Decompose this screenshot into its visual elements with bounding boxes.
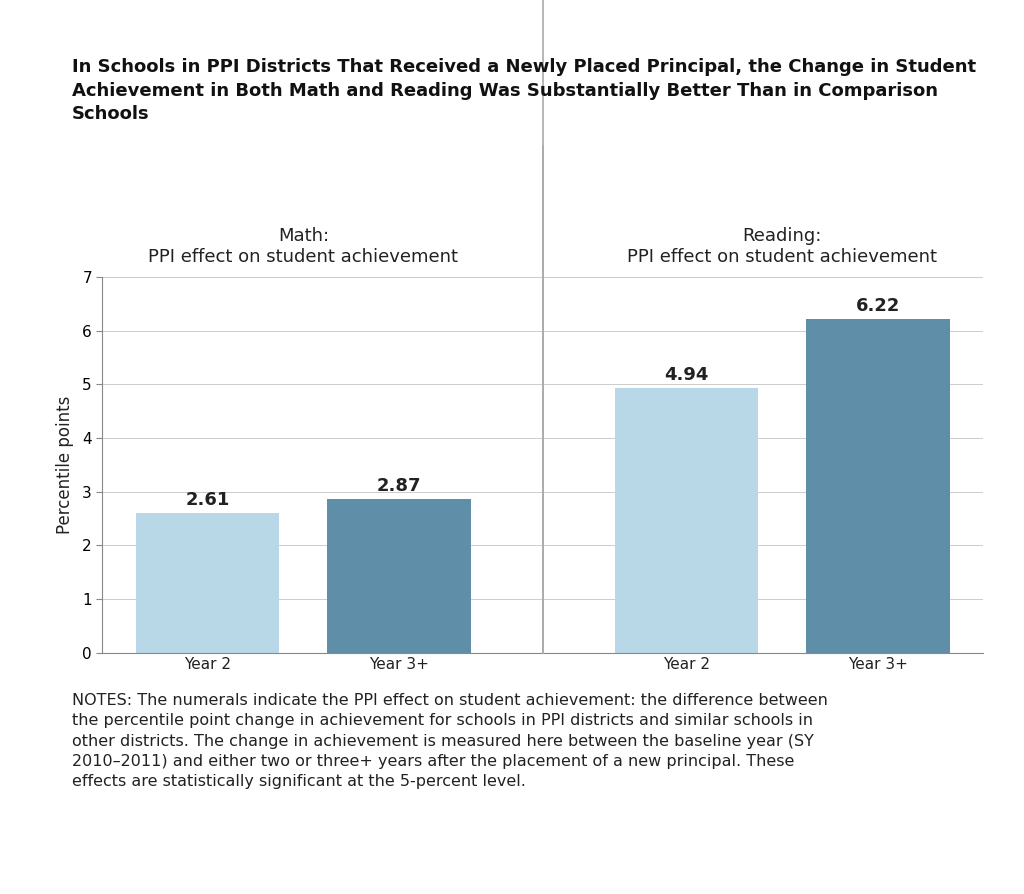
Text: In Schools in PPI Districts That Received a Newly Placed Principal, the Change i: In Schools in PPI Districts That Receive… [72,58,976,123]
Bar [136,512,280,653]
Text: 6.22: 6.22 [856,297,900,316]
Text: Math:
PPI effect on student achievement: Math: PPI effect on student achievement [148,227,459,266]
Text: Reading:
PPI effect on student achievement: Reading: PPI effect on student achieveme… [627,227,937,266]
Bar [806,319,949,653]
Y-axis label: Percentile points: Percentile points [56,396,74,534]
Bar [614,388,758,653]
Text: NOTES: The numerals indicate the PPI effect on student achievement: the differen: NOTES: The numerals indicate the PPI eff… [72,693,827,789]
Bar [328,499,471,653]
Text: 4.94: 4.94 [665,366,709,384]
Text: 2.61: 2.61 [185,491,229,509]
Text: 2.87: 2.87 [377,477,422,495]
